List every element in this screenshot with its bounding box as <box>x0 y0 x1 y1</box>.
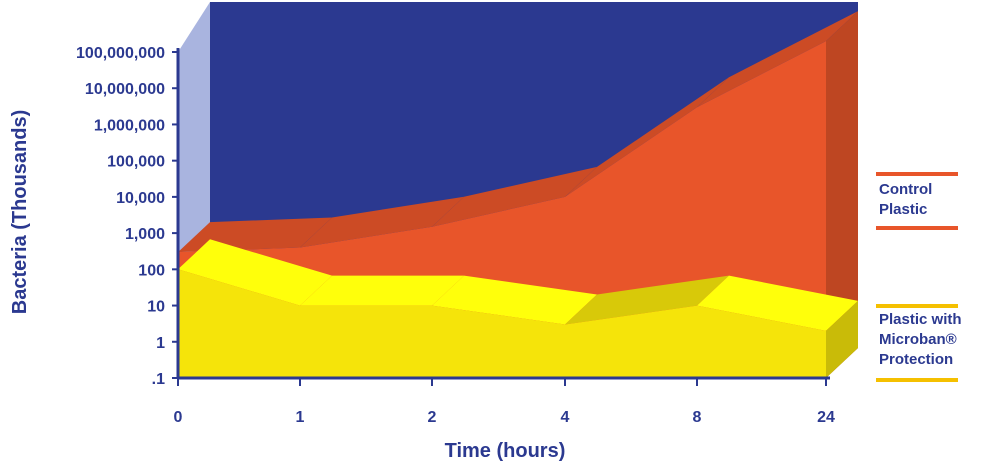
y-tick-label: 100,000,000 <box>76 45 165 62</box>
chart-area-layers <box>178 11 858 378</box>
legend-label: Microban® <box>879 331 957 348</box>
series-end-cap <box>826 11 858 378</box>
legend-label: Control <box>879 181 932 198</box>
series-top-segment <box>300 275 464 306</box>
legend-item: Plastic with Microban® Protection <box>876 304 962 382</box>
legend-label: Plastic <box>879 201 927 218</box>
series-top-segment <box>300 196 464 248</box>
y-tick-label: .1 <box>152 371 165 388</box>
series-top-segment <box>565 275 729 325</box>
x-tick-label: 4 <box>561 409 570 426</box>
y-tick-label: 10,000 <box>116 190 165 207</box>
x-tick-label: 2 <box>428 409 437 426</box>
legend-line-bottom <box>876 226 958 230</box>
y-tick-label: 100,000 <box>107 154 165 171</box>
series-top-segment <box>697 275 858 331</box>
series-top-segment <box>432 166 597 227</box>
x-axis-tick-labels: 0 1 2 4 8 24 <box>174 378 835 426</box>
y-tick-label: 100 <box>138 262 165 279</box>
legend-label: Plastic with <box>879 311 962 328</box>
series-top-segment <box>697 11 858 108</box>
series-top-segment <box>565 77 729 197</box>
series-top-segment <box>178 239 332 306</box>
x-tick-label: 8 <box>693 409 702 426</box>
legend-item: Control Plastic <box>876 172 958 230</box>
legend-line-top <box>876 304 958 308</box>
x-axis-label: Time (hours) <box>445 440 566 462</box>
series-end-cap <box>826 300 858 378</box>
y-axis-label: Bacteria (Thousands) <box>9 110 31 314</box>
y-axis-tick-labels: .1 1 10 100 1,000 10,000 100,000 1,000,000 10,00… <box>76 45 178 388</box>
series-front-face <box>178 269 826 378</box>
x-tick-label: 0 <box>174 409 183 426</box>
y-tick-label: 10,000,000 <box>85 81 165 98</box>
legend-line-top <box>876 172 958 176</box>
legend-label: Protection <box>879 351 953 368</box>
x-tick-label: 24 <box>817 409 835 426</box>
legend-line-bottom <box>876 378 958 382</box>
y-tick-label: 1,000,000 <box>94 117 165 134</box>
y-tick-label: 1,000 <box>125 226 165 243</box>
series-top-segment <box>432 275 597 325</box>
x-tick-label: 1 <box>296 409 305 426</box>
chart-legend: Control Plastic Plastic with Microban® Prote… <box>876 172 962 382</box>
y-tick-label: 1 <box>156 335 165 352</box>
chart-axes <box>176 48 830 380</box>
series-microban <box>178 239 858 378</box>
y-tick-label: 10 <box>147 299 165 316</box>
